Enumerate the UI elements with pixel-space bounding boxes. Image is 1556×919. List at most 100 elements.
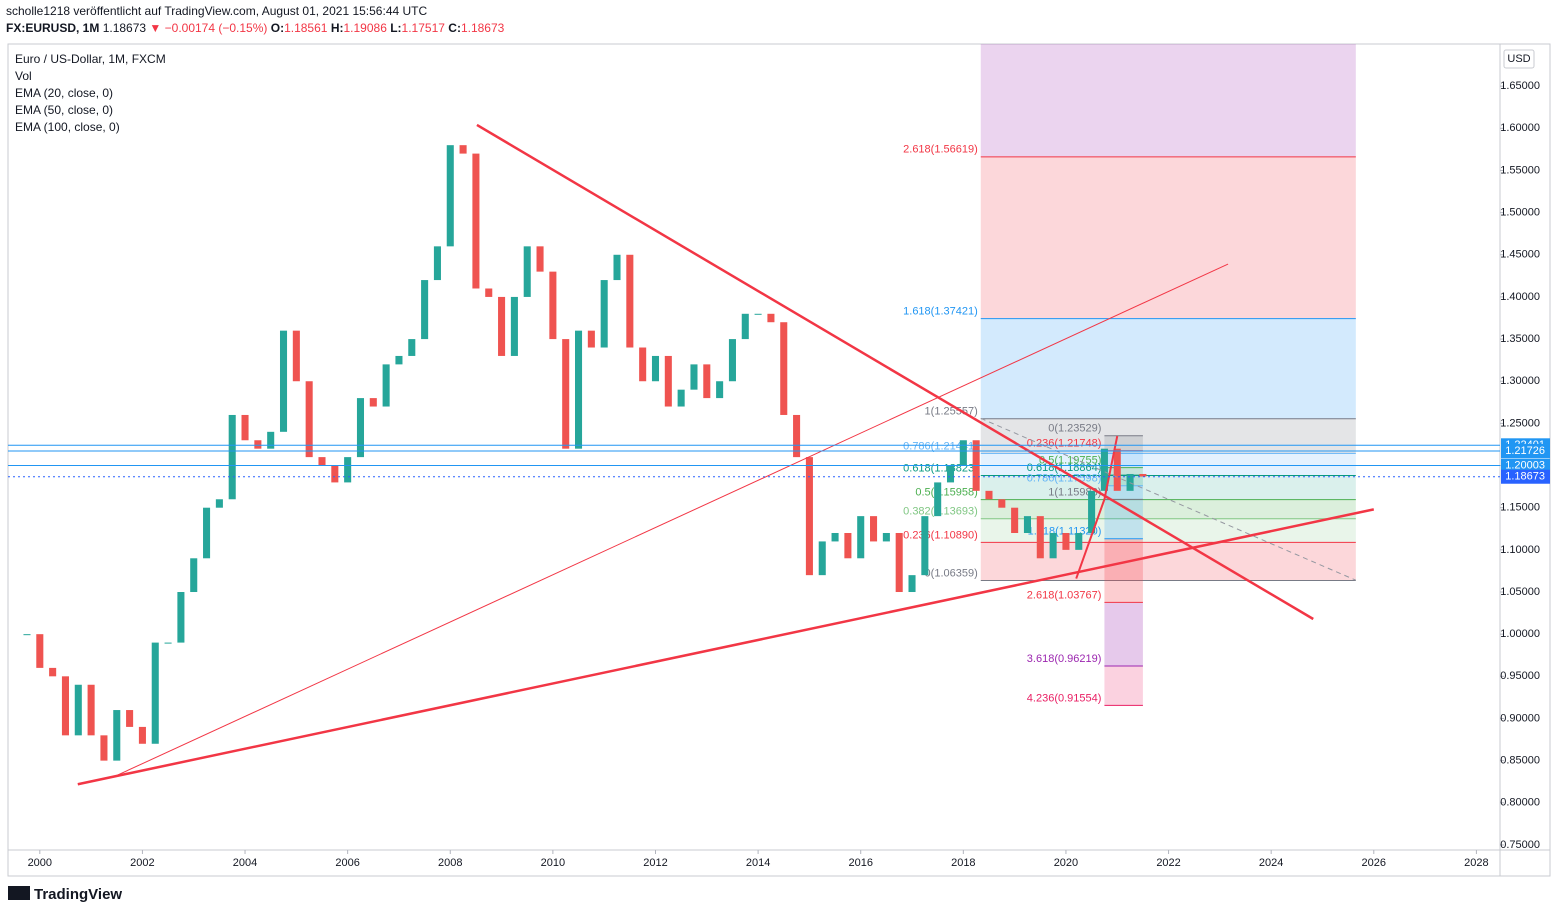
price-tag-label: 1.18673 bbox=[1505, 471, 1545, 483]
candle bbox=[485, 288, 493, 297]
candle bbox=[49, 667, 57, 677]
candle bbox=[946, 465, 955, 483]
fib-label: 0.5(1.15958) bbox=[915, 487, 977, 499]
y-tick-label: 0.80000 bbox=[1500, 797, 1540, 809]
x-tick-label: 2018 bbox=[951, 857, 975, 869]
x-tick-label: 2008 bbox=[438, 857, 462, 869]
symbol: FX:EURUSD, 1M bbox=[6, 21, 99, 35]
trend-line bbox=[1075, 498, 1106, 579]
high: 1.19086 bbox=[343, 21, 387, 35]
fib-zone bbox=[980, 518, 1356, 543]
candle bbox=[857, 516, 865, 559]
trend-line bbox=[1103, 435, 1119, 500]
fib-zone bbox=[1104, 467, 1143, 476]
y-tick-label: 1.25000 bbox=[1500, 417, 1540, 429]
candle bbox=[626, 254, 634, 348]
candle bbox=[844, 532, 852, 559]
candle bbox=[536, 246, 544, 272]
x-tick-label: 2006 bbox=[335, 857, 359, 869]
y-tick-label: 1.45000 bbox=[1500, 249, 1540, 261]
c-label: C: bbox=[448, 21, 461, 35]
candle bbox=[1036, 516, 1044, 559]
fib-label: 1.618(1.11320) bbox=[1028, 526, 1102, 538]
candle bbox=[331, 465, 339, 483]
candle bbox=[575, 330, 583, 449]
fib-label: 0.786(1.17598) bbox=[1027, 473, 1102, 485]
candle bbox=[177, 592, 185, 643]
candle bbox=[1075, 532, 1083, 550]
fib-label: 2.618(1.03767) bbox=[1027, 589, 1102, 601]
candle bbox=[1100, 448, 1108, 491]
candle bbox=[690, 364, 698, 390]
candle bbox=[831, 532, 839, 542]
y-tick-label: 1.15000 bbox=[1500, 502, 1540, 514]
candle bbox=[61, 676, 69, 736]
last: 1.18673 bbox=[103, 21, 147, 35]
candle bbox=[651, 355, 660, 382]
candle bbox=[254, 440, 262, 449]
fib-zone bbox=[980, 499, 1356, 519]
fib-label: 0.786(1.21441) bbox=[903, 440, 978, 452]
candle bbox=[1139, 473, 1147, 477]
candle bbox=[703, 364, 711, 399]
candle bbox=[113, 710, 121, 761]
y-tick-label: 1.40000 bbox=[1500, 291, 1540, 303]
currency-box bbox=[1503, 49, 1535, 69]
candle bbox=[87, 684, 95, 736]
price-tag-label: 1.20003 bbox=[1505, 459, 1545, 471]
price-tag bbox=[1501, 443, 1550, 458]
candle bbox=[780, 322, 788, 415]
x-tick-label: 2000 bbox=[28, 857, 52, 869]
x-tick-label: 2010 bbox=[541, 857, 565, 869]
symbol-info: FX:EURUSD, 1M 1.18673 ▼ −0.00174 (−0.15%… bbox=[6, 21, 505, 35]
candle bbox=[138, 726, 146, 744]
y-tick-label: 0.90000 bbox=[1500, 712, 1540, 724]
candle bbox=[74, 684, 82, 736]
trend-line bbox=[77, 508, 1375, 786]
fib-label: 0.236(1.10890) bbox=[903, 529, 978, 541]
candle bbox=[446, 145, 454, 247]
logo-icon bbox=[8, 886, 30, 900]
candle bbox=[164, 642, 172, 644]
y-tick-label: 0.75000 bbox=[1500, 839, 1540, 851]
fib-label: 4.236(0.91554) bbox=[1027, 692, 1102, 704]
x-tick-label: 2004 bbox=[233, 857, 257, 869]
fib-label: 0.236(1.21748) bbox=[1027, 438, 1102, 450]
fib-label: 0.5(1.19755) bbox=[1039, 455, 1101, 467]
l-label: L: bbox=[390, 21, 401, 35]
candle bbox=[395, 355, 403, 365]
candle bbox=[934, 482, 942, 517]
trend-line bbox=[476, 123, 1314, 621]
candle bbox=[895, 532, 903, 593]
fib-zone bbox=[980, 475, 1356, 500]
candle bbox=[677, 389, 685, 407]
candle bbox=[639, 347, 647, 382]
candle bbox=[305, 381, 313, 458]
candle bbox=[498, 296, 506, 356]
x-tick-label: 2024 bbox=[1259, 857, 1283, 869]
change: ▼ −0.00174 (−0.15%) bbox=[149, 21, 267, 35]
y-tick-label: 1.60000 bbox=[1500, 122, 1540, 134]
fib-zone bbox=[1104, 499, 1143, 539]
candle bbox=[421, 280, 429, 340]
price-tag bbox=[1501, 458, 1550, 473]
candle bbox=[344, 457, 352, 483]
candle bbox=[190, 558, 198, 593]
legend-item: Euro / US-Dollar, 1M, FXCM bbox=[15, 52, 166, 66]
candle bbox=[793, 414, 801, 458]
candle bbox=[959, 440, 967, 466]
fib-zone bbox=[980, 44, 1356, 157]
x-tick-label: 2014 bbox=[746, 857, 770, 869]
fib-zone bbox=[980, 156, 1356, 319]
x-tick-label: 2022 bbox=[1156, 857, 1180, 869]
y-tick-label: 1.50000 bbox=[1500, 207, 1540, 219]
legend-item: EMA (20, close, 0) bbox=[15, 86, 113, 100]
y-tick-label: 1.10000 bbox=[1500, 544, 1540, 556]
logo-text[interactable]: TradingView bbox=[34, 886, 122, 903]
fib-label: 0(1.23529) bbox=[1048, 423, 1101, 435]
publish-info: scholle1218 veröffentlicht auf TradingVi… bbox=[6, 4, 427, 18]
candle bbox=[549, 271, 557, 340]
candle bbox=[356, 398, 365, 458]
candle bbox=[1011, 507, 1019, 533]
